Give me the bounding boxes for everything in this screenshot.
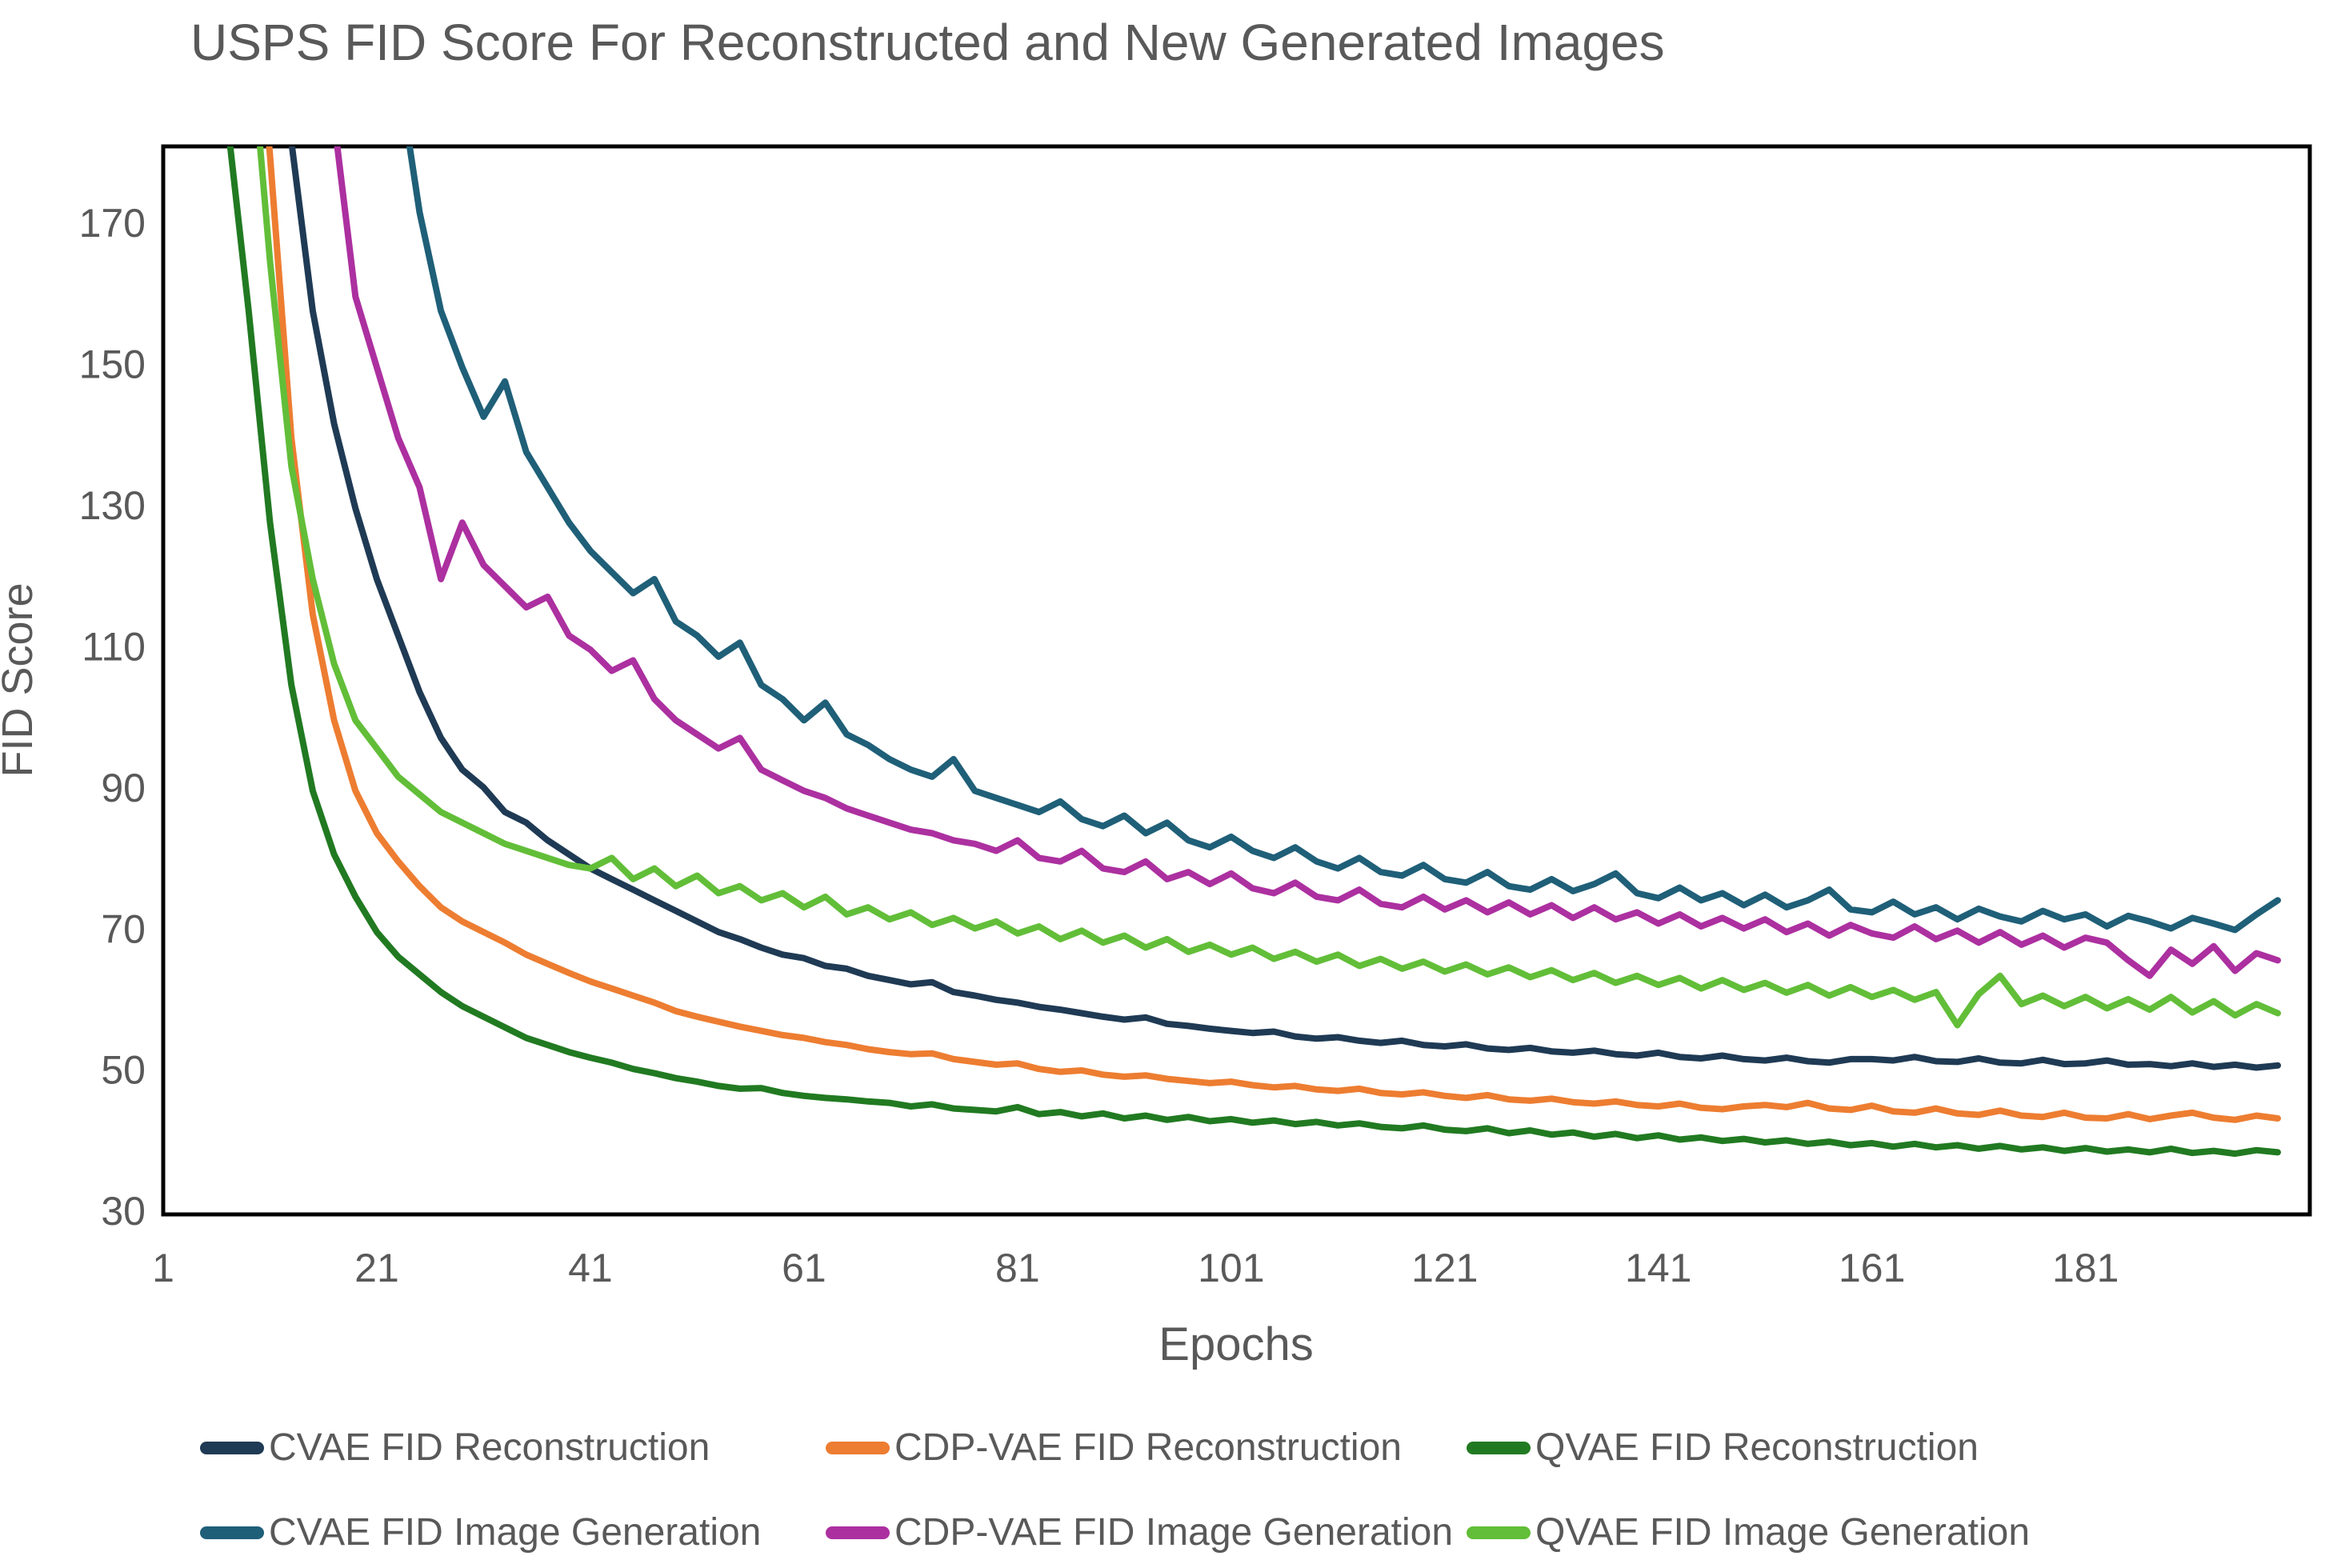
x-tick-label: 181 <box>2052 1246 2119 1290</box>
x-tick-label: 81 <box>995 1246 1040 1290</box>
y-tick-label: 30 <box>101 1189 146 1234</box>
plot-border <box>161 144 2312 1217</box>
series-line-qvae-fid-image-generation <box>257 146 2281 1029</box>
y-axis-title: FID Score <box>0 582 42 777</box>
x-tick-label: 121 <box>1411 1246 1478 1290</box>
series-line-cdp-vae-fid-reconstruction <box>266 146 2281 1123</box>
x-axis-title: Epochs <box>1158 1318 1313 1370</box>
y-tick-label: 90 <box>101 766 146 810</box>
x-tick-label: 101 <box>1198 1246 1264 1290</box>
series-line-cdp-vae-fid-image-generation <box>334 146 2281 979</box>
x-tick-label: 21 <box>354 1246 399 1290</box>
y-tick-label: 70 <box>101 906 146 951</box>
x-tick-label: 41 <box>568 1246 613 1290</box>
y-tick-label: 150 <box>79 342 146 386</box>
y-tick-label: 110 <box>82 624 146 669</box>
series-line-qvae-fid-reconstruction <box>226 146 2281 1158</box>
x-tick-label: 161 <box>1839 1246 1905 1290</box>
y-tick-label: 170 <box>79 201 146 246</box>
x-tick-label: 1 <box>152 1246 174 1290</box>
series-group <box>226 146 2281 1158</box>
chart-title: USPS FID Score For Reconstructed and New… <box>190 14 1665 71</box>
x-tick-label: 141 <box>1625 1246 1691 1290</box>
y-tick-label: 50 <box>101 1048 146 1093</box>
y-tick-label: 130 <box>79 483 146 528</box>
series-line-cvae-fid-image-generation <box>406 146 2281 934</box>
series-line-cvae-fid-reconstruction <box>288 146 2281 1071</box>
x-tick-label: 61 <box>782 1246 826 1290</box>
